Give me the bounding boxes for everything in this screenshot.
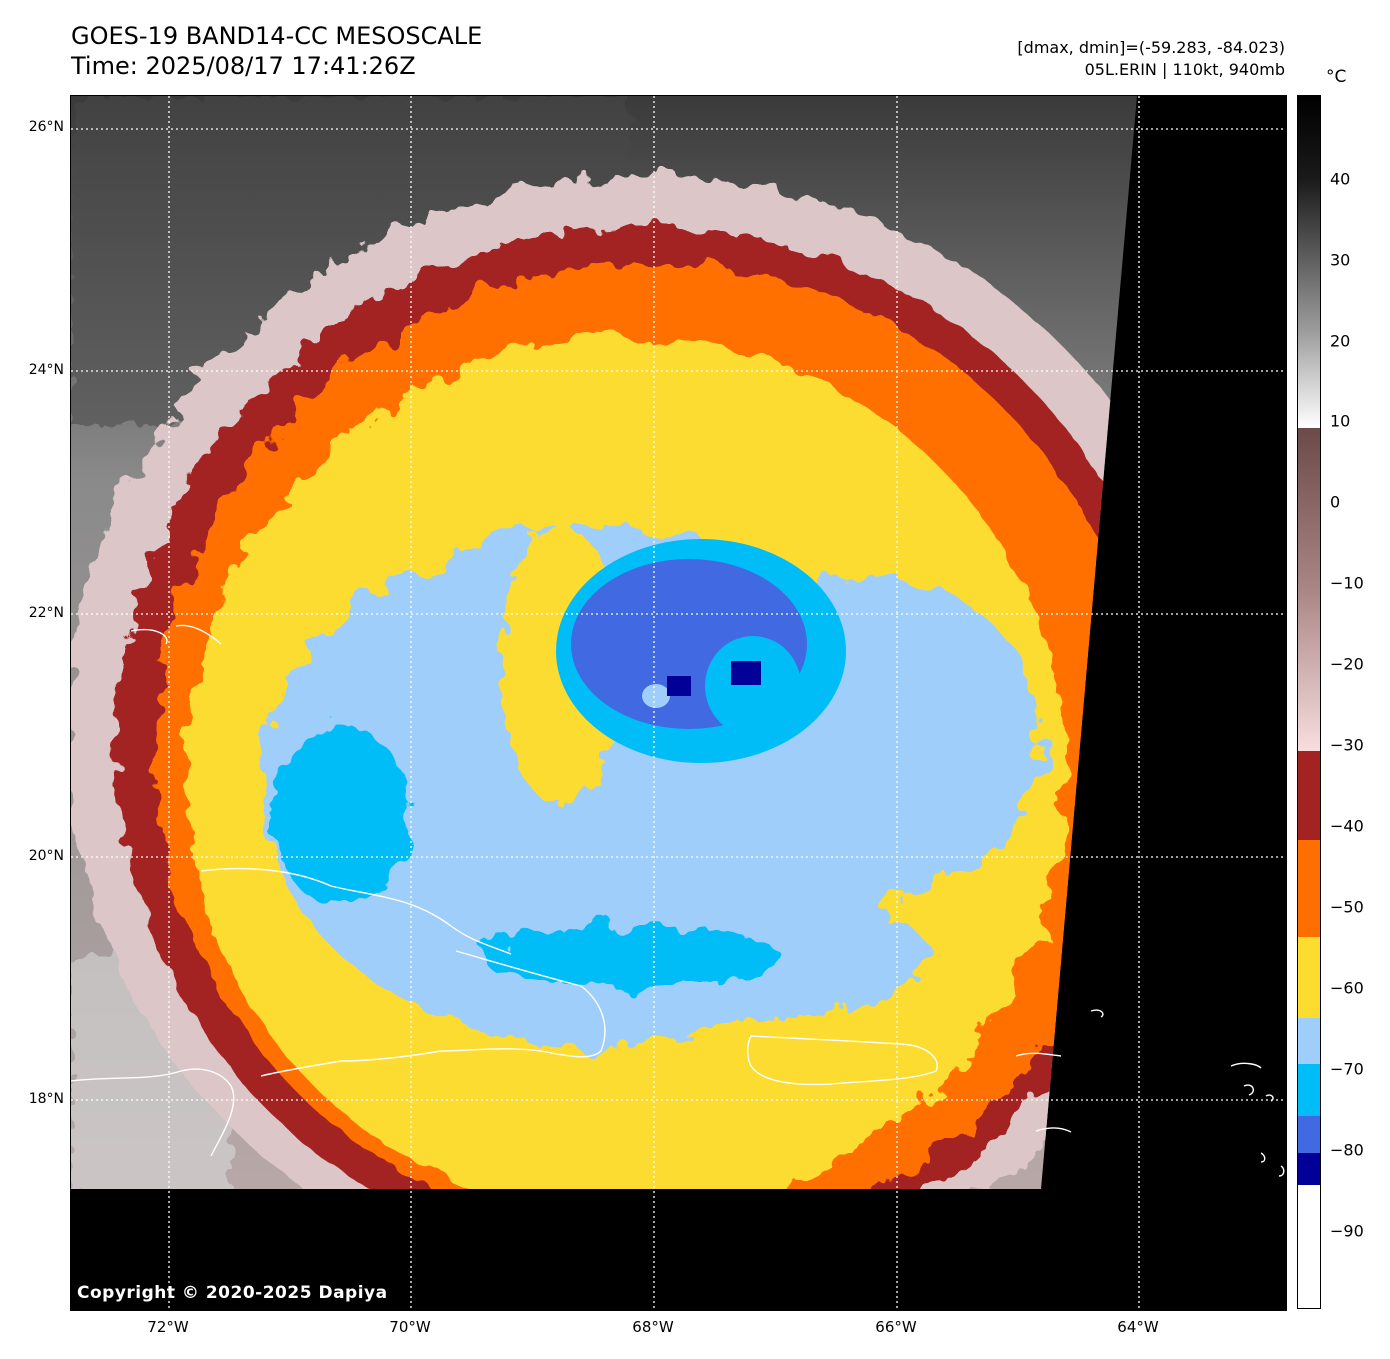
colorbar-tick-label: −10 bbox=[1330, 573, 1364, 593]
lon-label-66w: 66°W bbox=[875, 1318, 917, 1336]
lon-label-70w: 70°W bbox=[389, 1318, 431, 1336]
temperature-range: [dmax, dmin]=(-59.283, -84.023) bbox=[1017, 38, 1285, 57]
map-timestamp: Time: 2025/08/17 17:41:26Z bbox=[71, 52, 416, 80]
colorbar-tick-label: −90 bbox=[1330, 1221, 1364, 1241]
satellite-image: Copyright © 2020-2025 Dapiya bbox=[70, 95, 1287, 1311]
lat-label-18n: 18°N bbox=[28, 1091, 64, 1107]
lon-label-64w: 64°W bbox=[1117, 1318, 1159, 1336]
colorbar-tick-label: −30 bbox=[1330, 735, 1364, 755]
storm-info: 05L.ERIN | 110kt, 940mb bbox=[1084, 60, 1285, 79]
map-title: GOES-19 BAND14-CC MESOSCALE bbox=[71, 22, 483, 50]
lon-label-72w: 72°W bbox=[147, 1318, 189, 1336]
colorbar bbox=[1297, 95, 1321, 1309]
colorbar-tick-label: −20 bbox=[1330, 654, 1364, 674]
colorbar-tick-label: −60 bbox=[1330, 978, 1364, 998]
lat-label-20n: 20°N bbox=[28, 848, 64, 864]
lat-label-26n: 26°N bbox=[28, 119, 64, 135]
lat-label-22n: 22°N bbox=[28, 605, 64, 621]
colorbar-tick-label: −50 bbox=[1330, 897, 1364, 917]
colorbar-tick-label: 40 bbox=[1330, 169, 1351, 189]
colorbar-tick-label: −40 bbox=[1330, 816, 1364, 836]
colorbar-tick-label: 30 bbox=[1330, 250, 1351, 270]
lat-label-24n: 24°N bbox=[28, 362, 64, 378]
colorbar-tick-label: 0 bbox=[1330, 492, 1341, 512]
lon-label-68w: 68°W bbox=[632, 1318, 674, 1336]
colorbar-tick-label: −70 bbox=[1330, 1059, 1364, 1079]
colorbar-tick-label: 10 bbox=[1330, 411, 1351, 431]
colorbar-tick-label: 20 bbox=[1330, 331, 1351, 351]
colorbar-tick-label: −80 bbox=[1330, 1140, 1364, 1160]
copyright-notice: Copyright © 2020-2025 Dapiya bbox=[77, 1283, 388, 1303]
colorbar-unit: °C bbox=[1326, 67, 1347, 87]
